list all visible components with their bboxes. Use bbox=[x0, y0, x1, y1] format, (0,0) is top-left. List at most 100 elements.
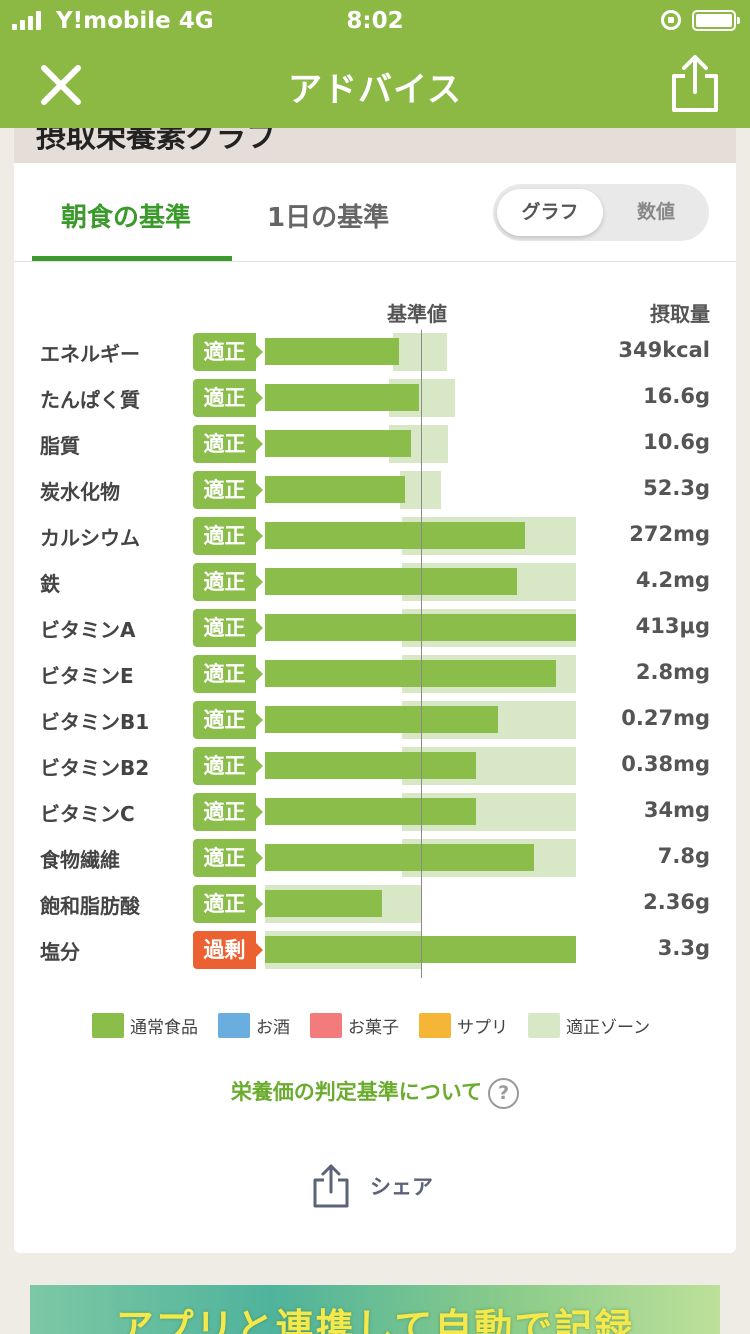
nutrient-row: たんぱく質 適正 16.6g bbox=[14, 377, 736, 423]
nutrient-name: 脂質 bbox=[40, 434, 80, 458]
status-badge: 適正 bbox=[193, 793, 263, 831]
tab-breakfast[interactable]: 朝食の基準 bbox=[61, 203, 192, 233]
share-icon bbox=[672, 55, 718, 112]
legend-item: 適正ゾーン bbox=[528, 1013, 650, 1038]
nutrient-name: 炭水化物 bbox=[40, 480, 120, 504]
view-toggle: 数値 グラフ bbox=[493, 184, 709, 241]
criteria-link-label: 栄養価の判定基準について bbox=[230, 1080, 483, 1104]
legend-item: 通常食品 bbox=[92, 1013, 198, 1038]
intake-value: 2.36g bbox=[643, 890, 710, 914]
close-button[interactable] bbox=[38, 62, 84, 108]
status-badge: 適正 bbox=[193, 609, 263, 647]
previous-section-card: 摂取栄養素グラフ bbox=[14, 128, 736, 163]
intake-value: 3.3g bbox=[657, 936, 710, 960]
status-badge: 適正 bbox=[193, 839, 263, 877]
legend: 通常食品 お酒 お菓子 サプリ 適正ゾーン bbox=[92, 1013, 670, 1038]
intake-bar bbox=[265, 936, 576, 963]
help-icon: ? bbox=[488, 1077, 520, 1109]
legend-swatch bbox=[528, 1013, 560, 1038]
nutrient-row: ビタミンE 適正 2.8mg bbox=[14, 653, 736, 699]
app-bar: Y!mobile 4G 8:02 アドバイス bbox=[0, 0, 750, 128]
intake-bar bbox=[265, 430, 412, 457]
status-badge: 適正 bbox=[193, 885, 263, 923]
carrier-label: Y!mobile 4G bbox=[56, 8, 214, 34]
tab-daily[interactable]: 1日の基準 bbox=[267, 203, 390, 233]
nutrient-name: ビタミンB1 bbox=[40, 710, 150, 734]
adequate-zone bbox=[392, 333, 447, 371]
intake-bar bbox=[265, 798, 477, 825]
nutrient-name: 食物繊維 bbox=[40, 848, 120, 872]
nutrient-row: 炭水化物 適正 52.3g bbox=[14, 469, 736, 515]
rotation-lock-icon bbox=[661, 10, 681, 30]
intake-bar bbox=[265, 660, 556, 687]
intake-bar bbox=[265, 476, 405, 503]
intake-value: 34mg bbox=[643, 798, 710, 822]
status-badge: 適正 bbox=[193, 333, 263, 371]
nutrient-row: カルシウム 適正 272mg bbox=[14, 515, 736, 561]
nutrient-row: ビタミンB2 適正 0.38mg bbox=[14, 745, 736, 791]
intake-value: 349kcal bbox=[618, 338, 710, 362]
intake-value: 0.27mg bbox=[621, 706, 710, 730]
clock: 8:02 bbox=[346, 8, 404, 34]
legend-label: お菓子 bbox=[348, 1018, 399, 1038]
criteria-link[interactable]: 栄養価の判定基準について? bbox=[14, 1076, 736, 1109]
status-badge: 適正 bbox=[193, 701, 263, 739]
battery-icon bbox=[692, 10, 740, 31]
legend-swatch bbox=[310, 1013, 342, 1038]
intake-bar bbox=[265, 522, 525, 549]
share-label: シェア bbox=[370, 1175, 433, 1199]
intake-value: 0.38mg bbox=[621, 752, 710, 776]
toggle-number[interactable]: 数値 bbox=[636, 201, 675, 223]
promo-banner[interactable]: アプリと連携して自動で記録 bbox=[30, 1285, 720, 1334]
nutrient-name: ビタミンB2 bbox=[40, 756, 150, 780]
nutrient-row: 塩分 過剰 3.3g bbox=[14, 929, 736, 975]
previous-section-title: 摂取栄養素グラフ bbox=[36, 128, 276, 155]
nutrient-name: たんぱく質 bbox=[40, 388, 140, 412]
signal-icon bbox=[12, 10, 41, 30]
share-action[interactable]: シェア bbox=[312, 1163, 433, 1209]
nutrient-row: 食物繊維 適正 7.8g bbox=[14, 837, 736, 883]
nutrient-name: ビタミンA bbox=[40, 618, 136, 642]
intake-bar bbox=[265, 844, 534, 871]
tab-indicator bbox=[32, 256, 232, 261]
intake-value: 52.3g bbox=[643, 476, 710, 500]
status-badge: 適正 bbox=[193, 379, 263, 417]
toggle-graph[interactable]: グラフ bbox=[497, 189, 603, 236]
nutrient-row: 飽和脂肪酸 適正 2.36g bbox=[14, 883, 736, 929]
intake-value: 10.6g bbox=[643, 430, 710, 454]
share-icon bbox=[313, 1164, 349, 1208]
legend-swatch bbox=[218, 1013, 250, 1038]
close-icon bbox=[41, 65, 81, 105]
legend-label: サプリ bbox=[457, 1018, 508, 1038]
intake-value: 413μg bbox=[635, 614, 710, 638]
nutrient-row: ビタミンC 適正 34mg bbox=[14, 791, 736, 837]
nutrient-name: エネルギー bbox=[40, 342, 140, 366]
nutrient-row: エネルギー 適正 349kcal bbox=[14, 331, 736, 377]
reference-header: 基準値 bbox=[387, 302, 447, 326]
nutrient-name: ビタミンE bbox=[40, 664, 134, 688]
intake-bar bbox=[265, 338, 399, 365]
intake-bar bbox=[265, 568, 517, 595]
nutrient-name: ビタミンC bbox=[40, 802, 135, 826]
intake-bar bbox=[265, 384, 419, 411]
reference-line bbox=[421, 330, 422, 978]
intake-bar bbox=[265, 614, 576, 641]
nutrient-name: 塩分 bbox=[40, 940, 80, 964]
nutrient-name: 飽和脂肪酸 bbox=[40, 894, 140, 918]
status-badge: 適正 bbox=[193, 655, 263, 693]
nutrient-name: カルシウム bbox=[40, 526, 140, 550]
nutrient-row: 鉄 適正 4.2mg bbox=[14, 561, 736, 607]
intake-bar bbox=[265, 706, 499, 733]
nutrition-card: 朝食の基準 1日の基準 数値 グラフ 基準値 摂取量 エネルギー 適正 349kca… bbox=[14, 163, 736, 1253]
legend-swatch bbox=[92, 1013, 124, 1038]
share-button[interactable] bbox=[668, 54, 722, 114]
legend-item: お菓子 bbox=[310, 1013, 399, 1038]
banner-text: アプリと連携して自動で記録 bbox=[115, 1306, 635, 1334]
nutrient-row: 脂質 適正 10.6g bbox=[14, 423, 736, 469]
page-title: アドバイス bbox=[288, 70, 462, 110]
status-badge: 適正 bbox=[193, 471, 263, 509]
tab-divider bbox=[14, 261, 736, 262]
intake-value: 16.6g bbox=[643, 384, 710, 408]
status-badge: 過剰 bbox=[193, 931, 263, 969]
legend-label: 適正ゾーン bbox=[566, 1018, 651, 1038]
